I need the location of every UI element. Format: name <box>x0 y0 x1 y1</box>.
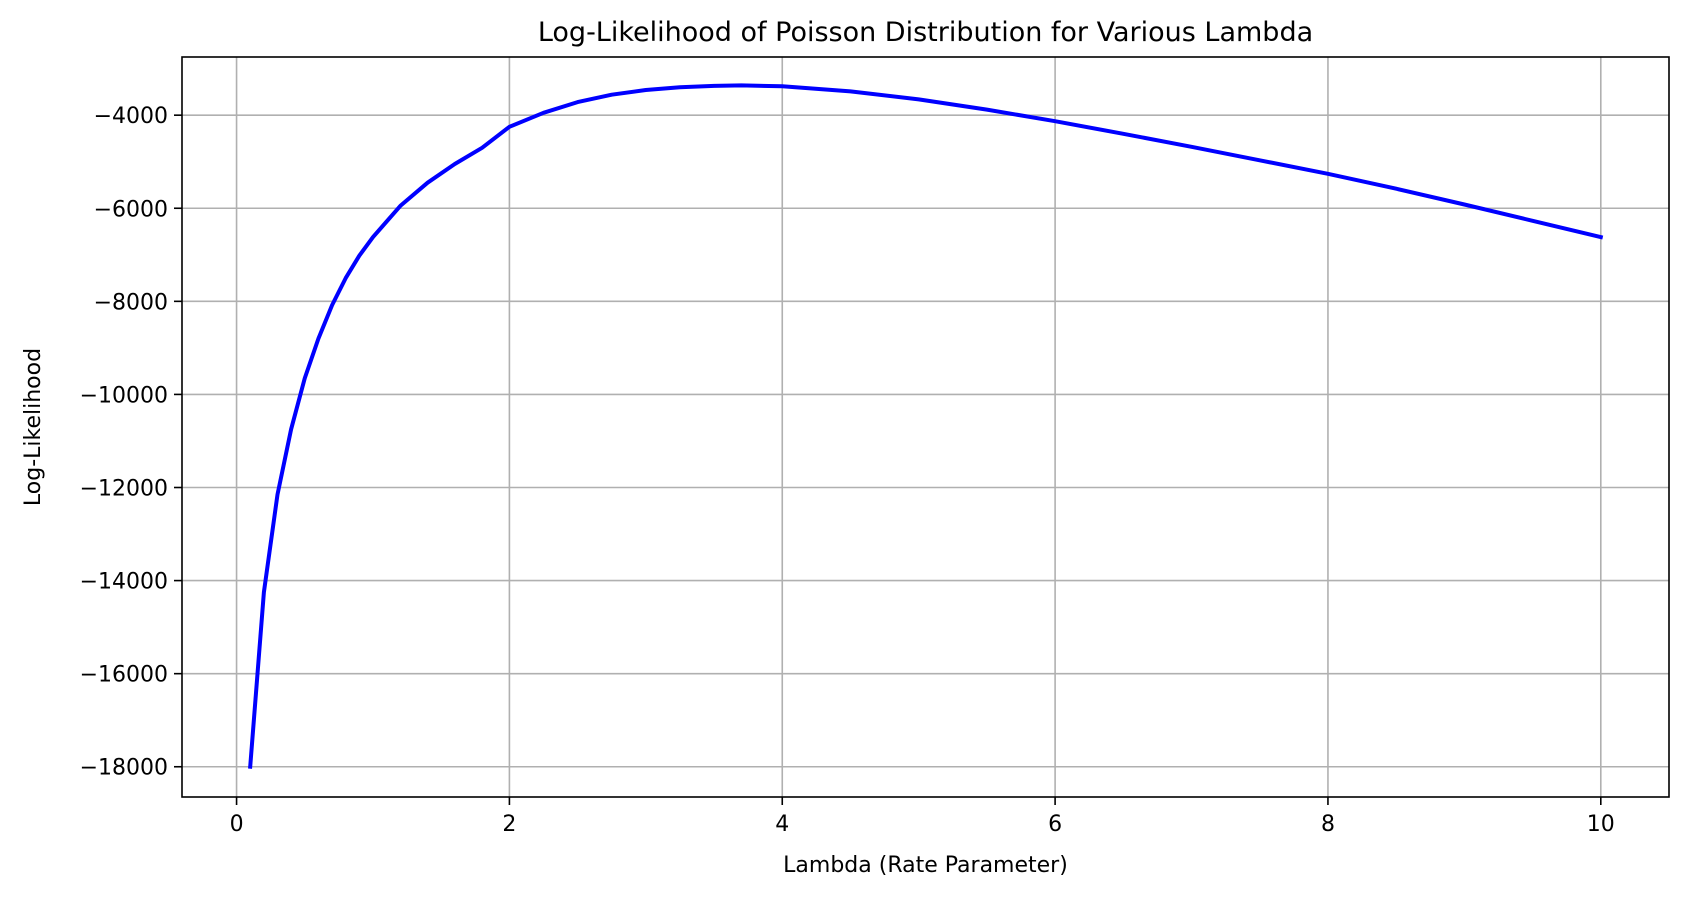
x-tick-label: 10 <box>1587 812 1615 837</box>
plot-frame <box>181 56 1670 798</box>
x-tick-label: 4 <box>775 812 789 837</box>
x-axis-label: Lambda (Rate Parameter) <box>783 853 1068 878</box>
y-tick-label: −6000 <box>94 197 168 222</box>
y-axis-label: Log-Likelihood <box>21 348 46 506</box>
y-tick-label: −12000 <box>80 477 168 502</box>
x-tick-label: 0 <box>230 812 244 837</box>
chart-title: Log-Likelihood of Poisson Distribution f… <box>538 17 1313 48</box>
y-tick-label: −16000 <box>80 663 168 688</box>
y-tick-label: −18000 <box>80 756 168 781</box>
grid-layer <box>182 57 1669 797</box>
y-tick-label: −10000 <box>80 383 168 408</box>
ticks-layer: 0 2 4 6 8 10 −4000 −6000 −8000 −10000 −12000 −14000… <box>80 104 1615 837</box>
x-tick-label: 8 <box>1321 812 1335 837</box>
y-tick-label: −14000 <box>80 570 168 595</box>
series-layer <box>248 83 1604 769</box>
series-line <box>248 83 1604 769</box>
x-tick-label: 2 <box>502 812 516 837</box>
y-tick-label: −4000 <box>94 104 168 129</box>
y-tick-label: −8000 <box>94 290 168 315</box>
x-tick-label: 6 <box>1048 812 1062 837</box>
